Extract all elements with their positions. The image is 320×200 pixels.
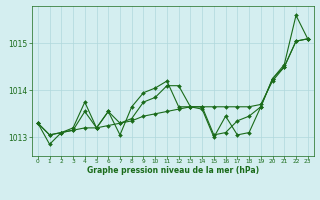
X-axis label: Graphe pression niveau de la mer (hPa): Graphe pression niveau de la mer (hPa) <box>87 166 259 175</box>
